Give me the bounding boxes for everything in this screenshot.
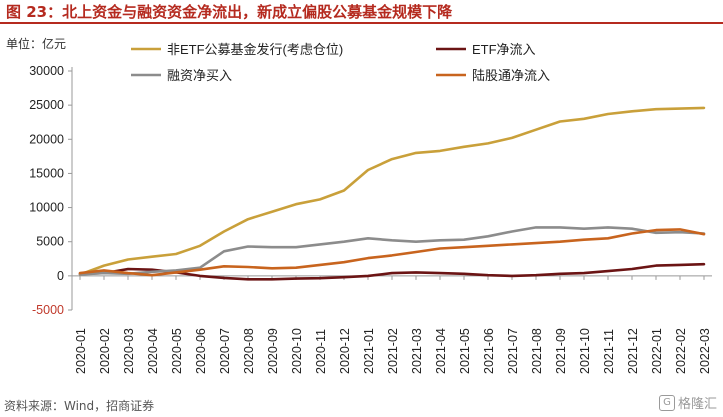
x-tick-label: 2022-01 — [650, 328, 664, 374]
legend-label: ETF净流入 — [472, 42, 536, 57]
x-tick-label: 2020-01 — [74, 328, 88, 374]
watermark-text: 格隆汇 — [677, 397, 717, 412]
x-tick-label: 2020-05 — [170, 328, 184, 374]
x-tick-label: 2020-11 — [314, 329, 328, 374]
y-tick-label: 25000 — [29, 98, 64, 112]
y-tick-label: 15000 — [29, 166, 64, 180]
y-tick-label: 5000 — [36, 235, 64, 249]
x-tick-label: 2021-07 — [506, 328, 520, 374]
x-tick-label: 2021-06 — [482, 328, 496, 374]
x-tick-label: 2021-11 — [602, 329, 616, 374]
series-lines — [78, 106, 706, 281]
x-tick-label: 2020-09 — [266, 328, 280, 374]
x-tick-label: 2020-06 — [194, 328, 208, 374]
x-tick-label: 2021-12 — [626, 328, 640, 374]
x-tick-label: 2020-04 — [146, 328, 160, 374]
x-tick-label: 2020-03 — [122, 328, 136, 374]
legend-label: 陆股通净流入 — [472, 68, 550, 83]
x-tick-label: 2021-01 — [362, 328, 376, 374]
watermark-logo-icon: G — [658, 394, 675, 411]
y-tick-label: 10000 — [29, 201, 64, 215]
x-tick-label: 2022-03 — [698, 328, 712, 374]
x-tick-label: 2021-10 — [578, 328, 592, 374]
series-line-非ETF公募基金发行(考虑仓位) — [78, 106, 706, 276]
source-note: 资料来源：Wind，招商证券 — [4, 399, 155, 413]
x-tick-label: 2020-07 — [218, 328, 232, 374]
series-line-融资净买入 — [78, 226, 706, 276]
x-tick-label: 2021-08 — [530, 328, 544, 374]
legend-label: 非ETF公募基金发行(考虑仓位) — [167, 42, 343, 57]
watermark: G 格隆汇 — [658, 393, 717, 412]
x-tick-label: 2020-10 — [290, 328, 304, 374]
legend-label: 融资净买入 — [167, 68, 232, 83]
y-tick-label: 20000 — [29, 132, 64, 146]
y-tick-label: -5000 — [32, 303, 64, 317]
series-line-ETF净流入 — [78, 262, 706, 281]
x-tick-label: 2021-04 — [434, 328, 448, 374]
figure-title: 图 23：北上资金与融资资金净流出，新成立偏股公募基金规模下降 — [0, 0, 723, 24]
axes: -5000 0 5000 10000 15000 20000 25000 30000 2020-… — [29, 64, 712, 374]
y-tick-label: 0 — [57, 269, 64, 283]
x-tick-label: 2021-05 — [458, 328, 472, 374]
x-tick-label: 2021-03 — [410, 328, 424, 374]
x-tick-label: 2021-02 — [386, 328, 400, 374]
y-tick-label: 30000 — [29, 64, 64, 78]
x-tick-label: 2021-09 — [554, 328, 568, 374]
x-tick-label: 2020-12 — [338, 328, 352, 374]
x-tick-label: 2020-02 — [98, 328, 112, 374]
x-tick-label: 2020-08 — [242, 328, 256, 374]
x-tick-label: 2022-02 — [674, 328, 688, 374]
series-line-陆股通净流入 — [78, 228, 706, 277]
unit-label: 单位：亿元 — [6, 36, 66, 51]
